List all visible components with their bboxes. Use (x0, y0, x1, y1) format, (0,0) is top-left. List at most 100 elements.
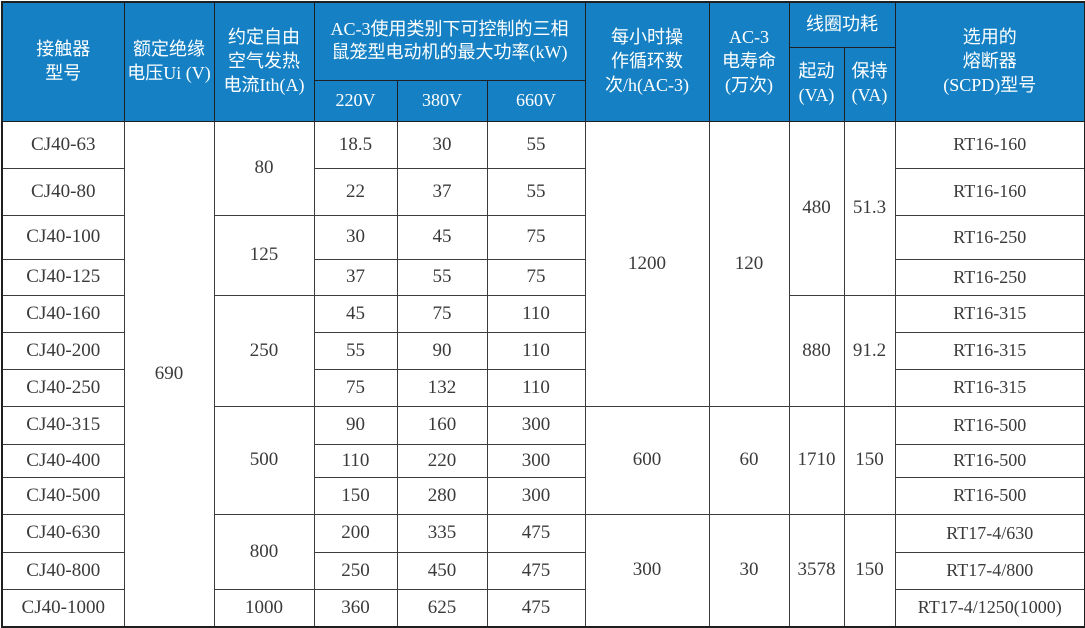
header-ac3-max-power-group: AC-3使用类别下可控制的三相 鼠笼型电动机的最大功率(kW) (313, 1, 586, 81)
cell-model: CJ40-800 (1, 551, 125, 590)
table-row: CJ40-63 690 80 18.5 30 55 1200 120 480 5… (1, 120, 1085, 628)
cell-ops-per-hour: 300 (584, 513, 710, 628)
cell-power-660v: 55 (486, 167, 586, 216)
table-row: CJ40-630 800 200 335 475 300 30 3578 150… (1, 513, 1085, 628)
cell-power-380v: 37 (396, 167, 488, 216)
cell-ops-per-hour: 1200 (584, 120, 710, 407)
cell-power-380v: 55 (396, 258, 488, 296)
cell-model: CJ40-160 (1, 294, 125, 333)
cell-coil-hold: 51.3 (843, 120, 896, 296)
header-rated-insulation-voltage: 额定绝缘 电压Ui (V) (123, 1, 215, 122)
cell-ith: 800 (213, 513, 315, 590)
cell-power-660v: 55 (486, 120, 586, 169)
cell-power-220v: 22 (313, 167, 398, 216)
cell-power-660v: 475 (486, 513, 586, 553)
cell-power-220v: 110 (313, 443, 398, 478)
cell-fuse-model: RT16-160 (894, 120, 1085, 169)
cell-fuse-model: RT17-4/800 (894, 551, 1085, 590)
cell-power-220v: 200 (313, 513, 398, 553)
cell-power-660v: 75 (486, 214, 586, 260)
cell-power-660v: 300 (486, 476, 586, 515)
cell-electrical-life: 30 (708, 513, 790, 628)
cell-power-220v: 55 (313, 331, 398, 370)
cell-fuse-model: RT16-250 (894, 214, 1085, 260)
cell-model: CJ40-250 (1, 368, 125, 407)
table-row: CJ40-315 500 90 160 300 600 60 1710 150 … (1, 405, 1085, 515)
cell-power-660v: 300 (486, 405, 586, 445)
cell-ith: 500 (213, 405, 315, 515)
cell-ith: 125 (213, 214, 315, 296)
cell-fuse-model: RT16-315 (894, 294, 1085, 333)
cell-coil-start: 880 (788, 294, 845, 407)
cell-model: CJ40-1000 (1, 588, 125, 628)
cell-fuse-model: RT16-315 (894, 331, 1085, 370)
table-row: CJ40-800 250 450 475 RT17-4/800 (1, 551, 1085, 590)
cell-power-380v: 90 (396, 331, 488, 370)
cell-fuse-model: RT16-500 (894, 405, 1085, 445)
cell-model: CJ40-315 (1, 405, 125, 445)
cell-fuse-model: RT17-4/1250(1000) (894, 588, 1085, 628)
table-row: CJ40-100 125 30 45 75 RT16-250 (1, 214, 1085, 296)
table-row: CJ40-125 37 55 75 RT16-250 (1, 258, 1085, 296)
cell-model: CJ40-80 (1, 167, 125, 216)
cell-power-660v: 475 (486, 588, 586, 628)
cell-power-220v: 37 (313, 258, 398, 296)
cell-model: CJ40-63 (1, 120, 125, 169)
cell-electrical-life: 120 (708, 120, 790, 407)
cell-power-220v: 360 (313, 588, 398, 628)
cell-fuse-model: RT17-4/630 (894, 513, 1085, 553)
header-380v: 380V (396, 79, 488, 122)
cell-rated-voltage: 690 (123, 120, 215, 628)
cell-power-380v: 220 (396, 443, 488, 478)
cell-ith: 1000 (213, 588, 315, 628)
cell-power-380v: 335 (396, 513, 488, 553)
cell-ops-per-hour: 600 (584, 405, 710, 515)
header-ac3-electrical-life: AC-3 电寿命 (万次) (708, 1, 790, 122)
cell-power-380v: 132 (396, 368, 488, 407)
cell-coil-hold: 91.2 (843, 294, 896, 407)
cell-power-660v: 110 (486, 368, 586, 407)
cell-fuse-model: RT16-160 (894, 167, 1085, 216)
cell-coil-start: 1710 (788, 405, 845, 515)
cell-model: CJ40-200 (1, 331, 125, 370)
cell-power-380v: 625 (396, 588, 488, 628)
cell-power-220v: 90 (313, 405, 398, 445)
header-conventional-thermal-current: 约定自由 空气发热 电流Ith(A) (213, 1, 315, 122)
cell-power-220v: 45 (313, 294, 398, 333)
cell-electrical-life: 60 (708, 405, 790, 515)
cell-power-380v: 280 (396, 476, 488, 515)
cell-power-660v: 300 (486, 443, 586, 478)
cell-power-660v: 110 (486, 331, 586, 370)
table-row: CJ40-500 150 280 300 RT16-500 (1, 476, 1085, 515)
table-row: CJ40-250 75 132 110 RT16-315 (1, 368, 1085, 407)
cell-power-220v: 150 (313, 476, 398, 515)
cell-power-220v: 18.5 (313, 120, 398, 169)
cell-power-380v: 45 (396, 214, 488, 260)
table-row: CJ40-200 55 90 110 RT16-315 (1, 331, 1085, 370)
cell-fuse-model: RT16-500 (894, 476, 1085, 515)
cell-power-660v: 110 (486, 294, 586, 333)
cell-power-380v: 450 (396, 551, 488, 590)
cell-model: CJ40-100 (1, 214, 125, 260)
table-row: CJ40-80 22 37 55 RT16-160 (1, 167, 1085, 216)
cell-power-380v: 30 (396, 120, 488, 169)
header-coil-hold: 保持 (VA) (843, 46, 896, 122)
table-row: CJ40-160 250 45 75 110 880 91.2 RT16-315 (1, 294, 1085, 407)
cell-power-380v: 160 (396, 405, 488, 445)
cell-fuse-model: RT16-315 (894, 368, 1085, 407)
table-row: CJ40-400 110 220 300 RT16-500 (1, 443, 1085, 478)
cell-power-660v: 475 (486, 551, 586, 590)
cell-fuse-model: RT16-500 (894, 443, 1085, 478)
header-contactor-model: 接触器 型号 (1, 1, 125, 122)
cell-power-660v: 75 (486, 258, 586, 296)
cell-model: CJ40-630 (1, 513, 125, 553)
cell-model: CJ40-500 (1, 476, 125, 515)
header-fuse-model: 选用的 熔断器 (SCPD)型号 (894, 1, 1085, 122)
header-220v: 220V (313, 79, 398, 122)
cell-ith: 250 (213, 294, 315, 407)
cell-power-220v: 30 (313, 214, 398, 260)
cell-fuse-model: RT16-250 (894, 258, 1085, 296)
cell-ith: 80 (213, 120, 315, 216)
